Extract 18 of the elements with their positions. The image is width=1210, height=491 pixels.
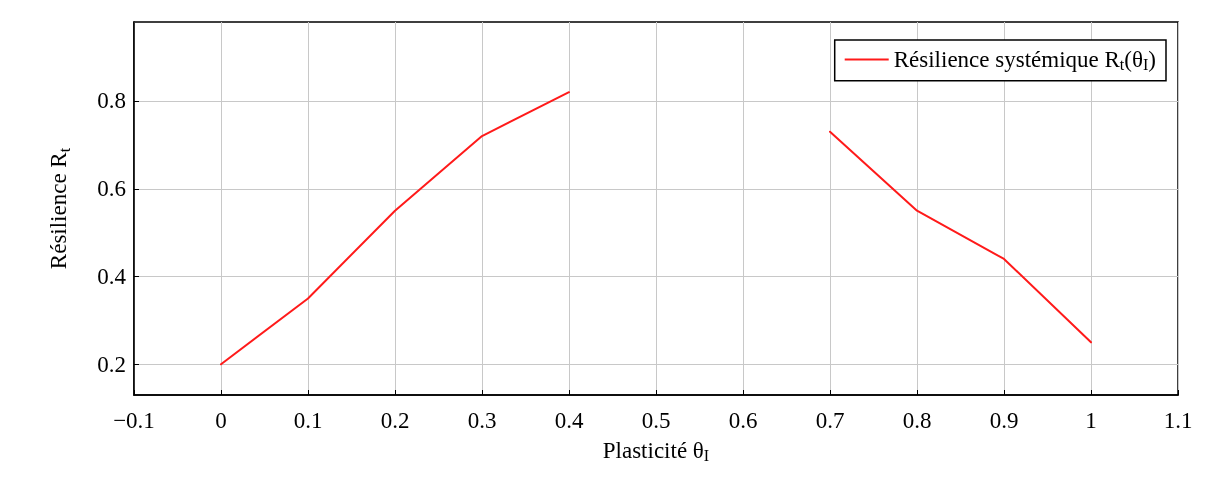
- x-tick-label: 0.7: [815, 408, 845, 433]
- y-tick-label: 0.2: [97, 351, 126, 377]
- x-tick-label: 0.2: [380, 408, 410, 433]
- x-tick-label: 0.4: [554, 408, 584, 433]
- x-tick-label: 0.8: [902, 408, 932, 433]
- x-tick-label: 0.1: [293, 408, 323, 433]
- y-tick-label: 0.6: [97, 176, 126, 202]
- x-tick-label: 0.9: [989, 408, 1019, 433]
- y-tick-label: 0.4: [97, 264, 127, 290]
- x-tick-label: 1.1: [1163, 408, 1193, 433]
- y-axis-title: Résilience Rt: [46, 147, 73, 270]
- x-tick-label: 0: [215, 408, 227, 433]
- y-tick-label: 0.8: [97, 88, 126, 114]
- x-tick-label: 0.6: [728, 408, 758, 433]
- x-tick-label: 1: [1085, 408, 1097, 433]
- x-tick-label: −0.1: [113, 408, 155, 433]
- x-tick-label: 0.5: [641, 408, 671, 433]
- x-tick-label: 0.3: [467, 408, 497, 433]
